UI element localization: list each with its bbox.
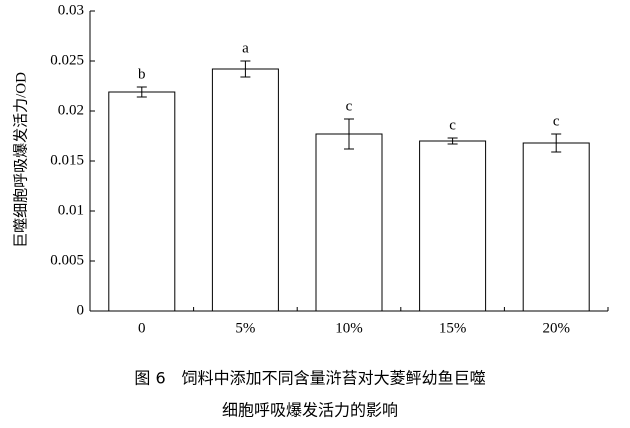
bar bbox=[108, 91, 176, 312]
significance-letter: c bbox=[449, 117, 456, 133]
x-tick-label: 0 bbox=[138, 320, 146, 336]
x-tick-label: 5% bbox=[235, 320, 255, 336]
x-tick-label: 20% bbox=[542, 320, 570, 336]
significance-letter: b bbox=[138, 66, 146, 82]
error-bar bbox=[551, 133, 562, 153]
caption-line: 图 6 饲料中添加不同含量浒苔对大菱鲆幼鱼巨噬 bbox=[134, 369, 485, 388]
y-tick-label: 0.02 bbox=[58, 102, 84, 118]
error-bar bbox=[344, 118, 354, 150]
significance-letter: c bbox=[553, 113, 560, 129]
bar bbox=[315, 133, 383, 312]
y-tick-label: 0.005 bbox=[50, 252, 84, 268]
y-axis-label: 巨噬细胞呼吸爆发活力/OD bbox=[12, 72, 29, 248]
significance-letter: a bbox=[242, 40, 249, 56]
significance-letter: c bbox=[346, 98, 353, 114]
error-bar bbox=[136, 86, 147, 98]
y-tick-label: 0.025 bbox=[50, 52, 84, 68]
error-bar bbox=[240, 60, 251, 78]
y-tick-label: 0 bbox=[77, 302, 85, 318]
x-tick-label: 10% bbox=[335, 320, 363, 336]
bar bbox=[419, 140, 487, 312]
error-bar bbox=[447, 137, 458, 145]
y-tick-label: 0.01 bbox=[58, 202, 84, 218]
x-tick-label: 15% bbox=[439, 320, 467, 336]
bar bbox=[522, 142, 590, 312]
y-tick-label: 0.03 bbox=[58, 2, 84, 18]
bar bbox=[211, 68, 279, 312]
y-tick-label: 0.015 bbox=[50, 152, 84, 168]
caption-line: 细胞呼吸爆发活力的影响 bbox=[222, 401, 398, 420]
